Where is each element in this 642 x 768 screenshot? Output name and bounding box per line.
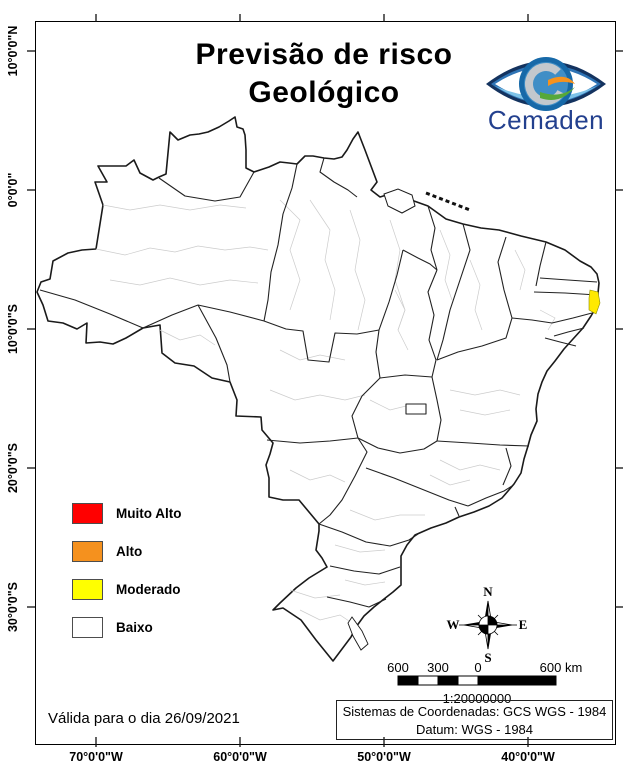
scale-label-600-km: 600 km (539, 660, 583, 675)
coordinate-system-line2: Datum: WGS - 1984 (415, 722, 534, 737)
latitude-label-10n: 10°0'0"N (6, 25, 20, 77)
compass-north-label: N (483, 584, 493, 599)
legend-label: Baixo (116, 620, 153, 635)
longitude-label-40w: 40°0'0"W (501, 750, 555, 764)
longitude-label-60w: 60°0'0"W (213, 750, 267, 764)
coordinate-system-line1: Sistemas de Coordenadas: GCS WGS - 1984 (342, 704, 607, 719)
moderate-risk-region (588, 289, 601, 315)
state-borders (39, 157, 598, 608)
compass-south-label: S (484, 650, 492, 665)
scale-label-300: 300 (427, 660, 449, 675)
compass-east-label: E (518, 617, 528, 632)
legend-label: Alto (116, 544, 143, 559)
compass-west-label: W (446, 617, 460, 632)
amazon-mouth (383, 188, 471, 214)
coordinate-system-box: Sistemas de Coordenadas: GCS WGS - 1984 … (336, 700, 613, 740)
cemaden-eye-icon (486, 57, 606, 111)
graticule-ticks (27, 14, 623, 747)
latitude-label-10s: 10°0'0"S (6, 303, 20, 355)
legend-swatch-moderado (72, 579, 103, 600)
risk-legend: Muito Alto Alto Moderado Baixo (72, 503, 181, 655)
title-line2: Geológico (248, 76, 400, 109)
latitude-label-30s: 30°0'0"S (6, 581, 20, 633)
latitude-label-20s: 20°0'0"S (6, 442, 20, 494)
longitude-label-70w: 70°0'0"W (69, 750, 123, 764)
legend-swatch-baixo (72, 617, 103, 638)
latitude-label-0: 0°0'0" (6, 172, 20, 208)
legend-swatch-alto (72, 541, 103, 562)
legend-item-muito-alto: Muito Alto (72, 503, 181, 524)
scale-label-0: 0 (474, 660, 482, 675)
scale-bar (397, 675, 557, 686)
longitude-label-50w: 50°0'0"W (357, 750, 411, 764)
lagoa-dos-patos (347, 616, 369, 651)
legend-item-baixo: Baixo (72, 617, 181, 638)
legend-item-alto: Alto (72, 541, 181, 562)
legend-label: Moderado (116, 582, 181, 597)
scale-ratio: 1:20000000 (442, 691, 512, 706)
title-line1: Previsão de risco (195, 38, 453, 71)
legend-item-moderado: Moderado (72, 579, 181, 600)
legend-swatch-muito-alto (72, 503, 103, 524)
legend-label: Muito Alto (116, 506, 182, 521)
map-frame (35, 21, 616, 745)
scale-label-600-left: 600 (387, 660, 409, 675)
page-title: Previsão de risco Geológico (168, 36, 480, 112)
validity-note: Válida para o dia 26/09/2021 (48, 710, 240, 727)
cemaden-logo-text: Cemaden (487, 105, 605, 135)
compass-rose-icon (459, 600, 517, 650)
municipal-borders (95, 199, 556, 626)
